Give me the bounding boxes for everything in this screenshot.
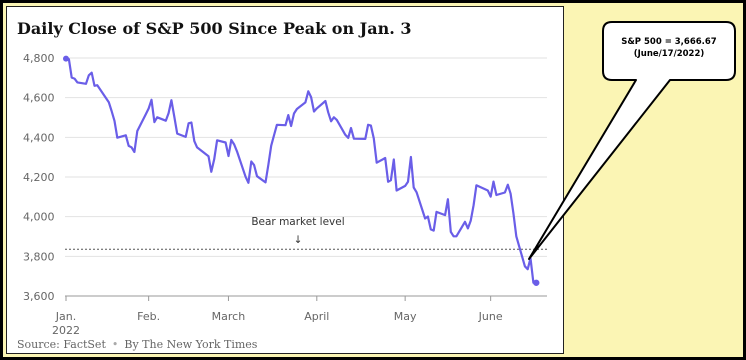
byline-text: By The New York Times xyxy=(124,338,258,351)
chart-title: Daily Close of S&P 500 Since Peak on Jan… xyxy=(17,19,412,38)
x-tick-label: Jan. xyxy=(55,310,76,323)
y-tick-label: 4,600 xyxy=(23,92,55,105)
y-tick-label: 4,000 xyxy=(23,211,55,224)
y-tick-label: 4,800 xyxy=(23,52,55,65)
y-tick-label: 3,800 xyxy=(23,250,55,263)
x-tick-label: March xyxy=(212,310,246,323)
source-text: Source: FactSet xyxy=(17,338,106,351)
source-line: Source: FactSet • By The New York Times xyxy=(17,338,257,351)
bear-market-arrow: ↓ xyxy=(294,234,303,246)
end-point-marker xyxy=(533,279,540,286)
start-point-marker xyxy=(63,55,69,62)
callout-value: S&P 500 = 3,666.67 xyxy=(621,37,717,47)
y-tick-label: 4,400 xyxy=(23,131,55,144)
callout-date: (June/17/2022) xyxy=(633,49,705,59)
series-layer xyxy=(63,55,540,286)
x-tick-label: Feb. xyxy=(137,310,160,323)
chart-card: Daily Close of S&P 500 Since Peak on Jan… xyxy=(6,6,564,354)
sp500-line xyxy=(64,57,538,284)
x-tick-label: April xyxy=(304,310,329,323)
gridlines: 3,600 3,800 4,000 4,200 4,400 4,600 4,800 xyxy=(23,52,547,303)
y-tick-label: 4,200 xyxy=(23,171,55,184)
x-tick-label: June xyxy=(478,310,503,323)
y-tick-label: 3,600 xyxy=(23,290,55,303)
callout-shape xyxy=(528,21,736,260)
bear-market-label: Bear market level xyxy=(251,216,344,228)
x-axis: Jan.2022 Feb. March April May June xyxy=(52,296,503,337)
source-separator: • xyxy=(111,338,119,351)
bear-market-reference: Bear market level ↓ xyxy=(65,216,547,250)
x-tick-sublabel: 2022 xyxy=(52,324,80,337)
callout-text: S&P 500 = 3,666.67 (June/17/2022) xyxy=(608,36,730,60)
chart-plot: 3,600 3,800 4,000 4,200 4,400 4,600 4,800 Bear… xyxy=(23,52,547,337)
x-tick-label: May xyxy=(394,310,417,323)
